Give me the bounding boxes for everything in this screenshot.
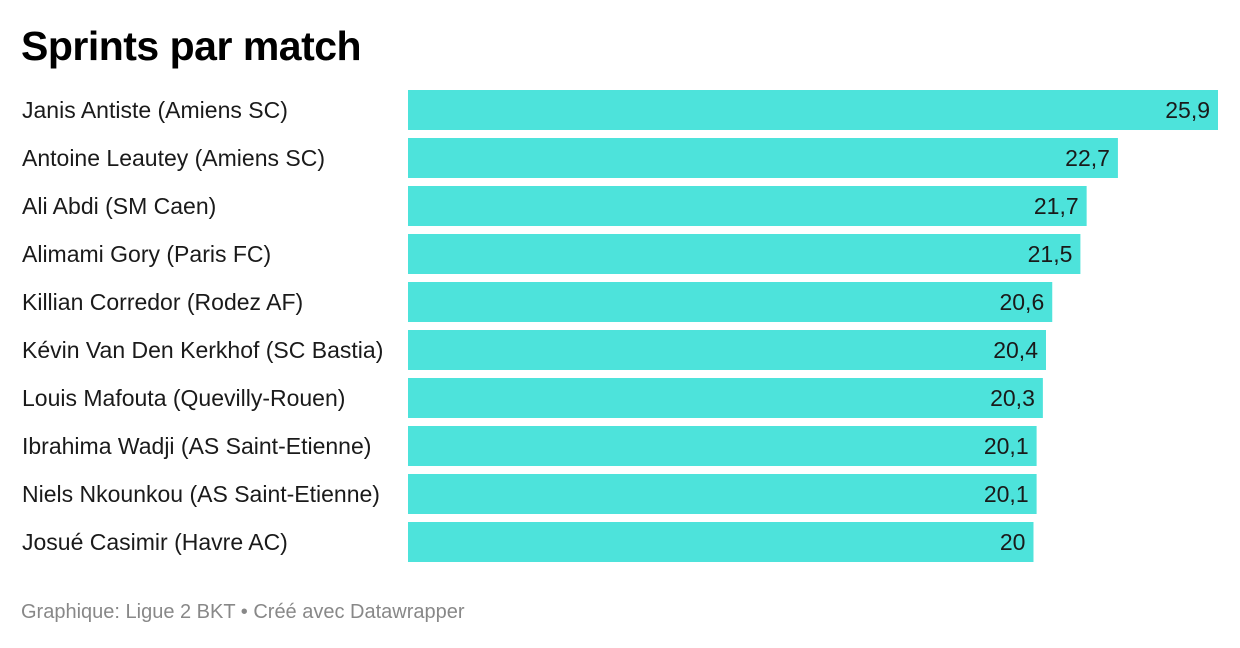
bar: [408, 426, 1037, 466]
value-label: 25,9: [1165, 97, 1210, 123]
value-label: 21,5: [1028, 241, 1073, 267]
value-label: 22,7: [1065, 145, 1110, 171]
bar: [408, 138, 1118, 178]
bar: [408, 474, 1037, 514]
value-label: 20,6: [999, 289, 1044, 315]
value-label: 20: [1000, 529, 1026, 555]
value-label: 20,1: [984, 433, 1029, 459]
value-label: 21,7: [1034, 193, 1079, 219]
category-label: Louis Mafouta (Quevilly-Rouen): [22, 385, 345, 411]
category-label: Ali Abdi (SM Caen): [22, 193, 216, 219]
value-label: 20,1: [984, 481, 1029, 507]
value-label: 20,3: [990, 385, 1035, 411]
bar: [408, 522, 1034, 562]
bar: [408, 234, 1081, 274]
category-label: Niels Nkounkou (AS Saint-Etienne): [22, 481, 380, 507]
value-label: 20,4: [993, 337, 1038, 363]
bar: [408, 186, 1087, 226]
category-label: Antoine Leautey (Amiens SC): [22, 145, 325, 171]
bar: [408, 330, 1046, 370]
chart-footer: Graphique: Ligue 2 BKT • Créé avec Dataw…: [21, 601, 465, 623]
bar: [408, 378, 1043, 418]
category-label: Janis Antiste (Amiens SC): [22, 97, 288, 123]
bar: [408, 90, 1218, 130]
category-label: Kévin Van Den Kerkhof (SC Bastia): [22, 337, 383, 363]
bar: [408, 282, 1053, 322]
category-label: Ibrahima Wadji (AS Saint-Etienne): [22, 433, 371, 459]
category-label: Josué Casimir (Havre AC): [22, 529, 288, 555]
category-label: Killian Corredor (Rodez AF): [22, 289, 303, 315]
chart-title: Sprints par match: [21, 23, 362, 69]
category-label: Alimami Gory (Paris FC): [22, 241, 271, 267]
